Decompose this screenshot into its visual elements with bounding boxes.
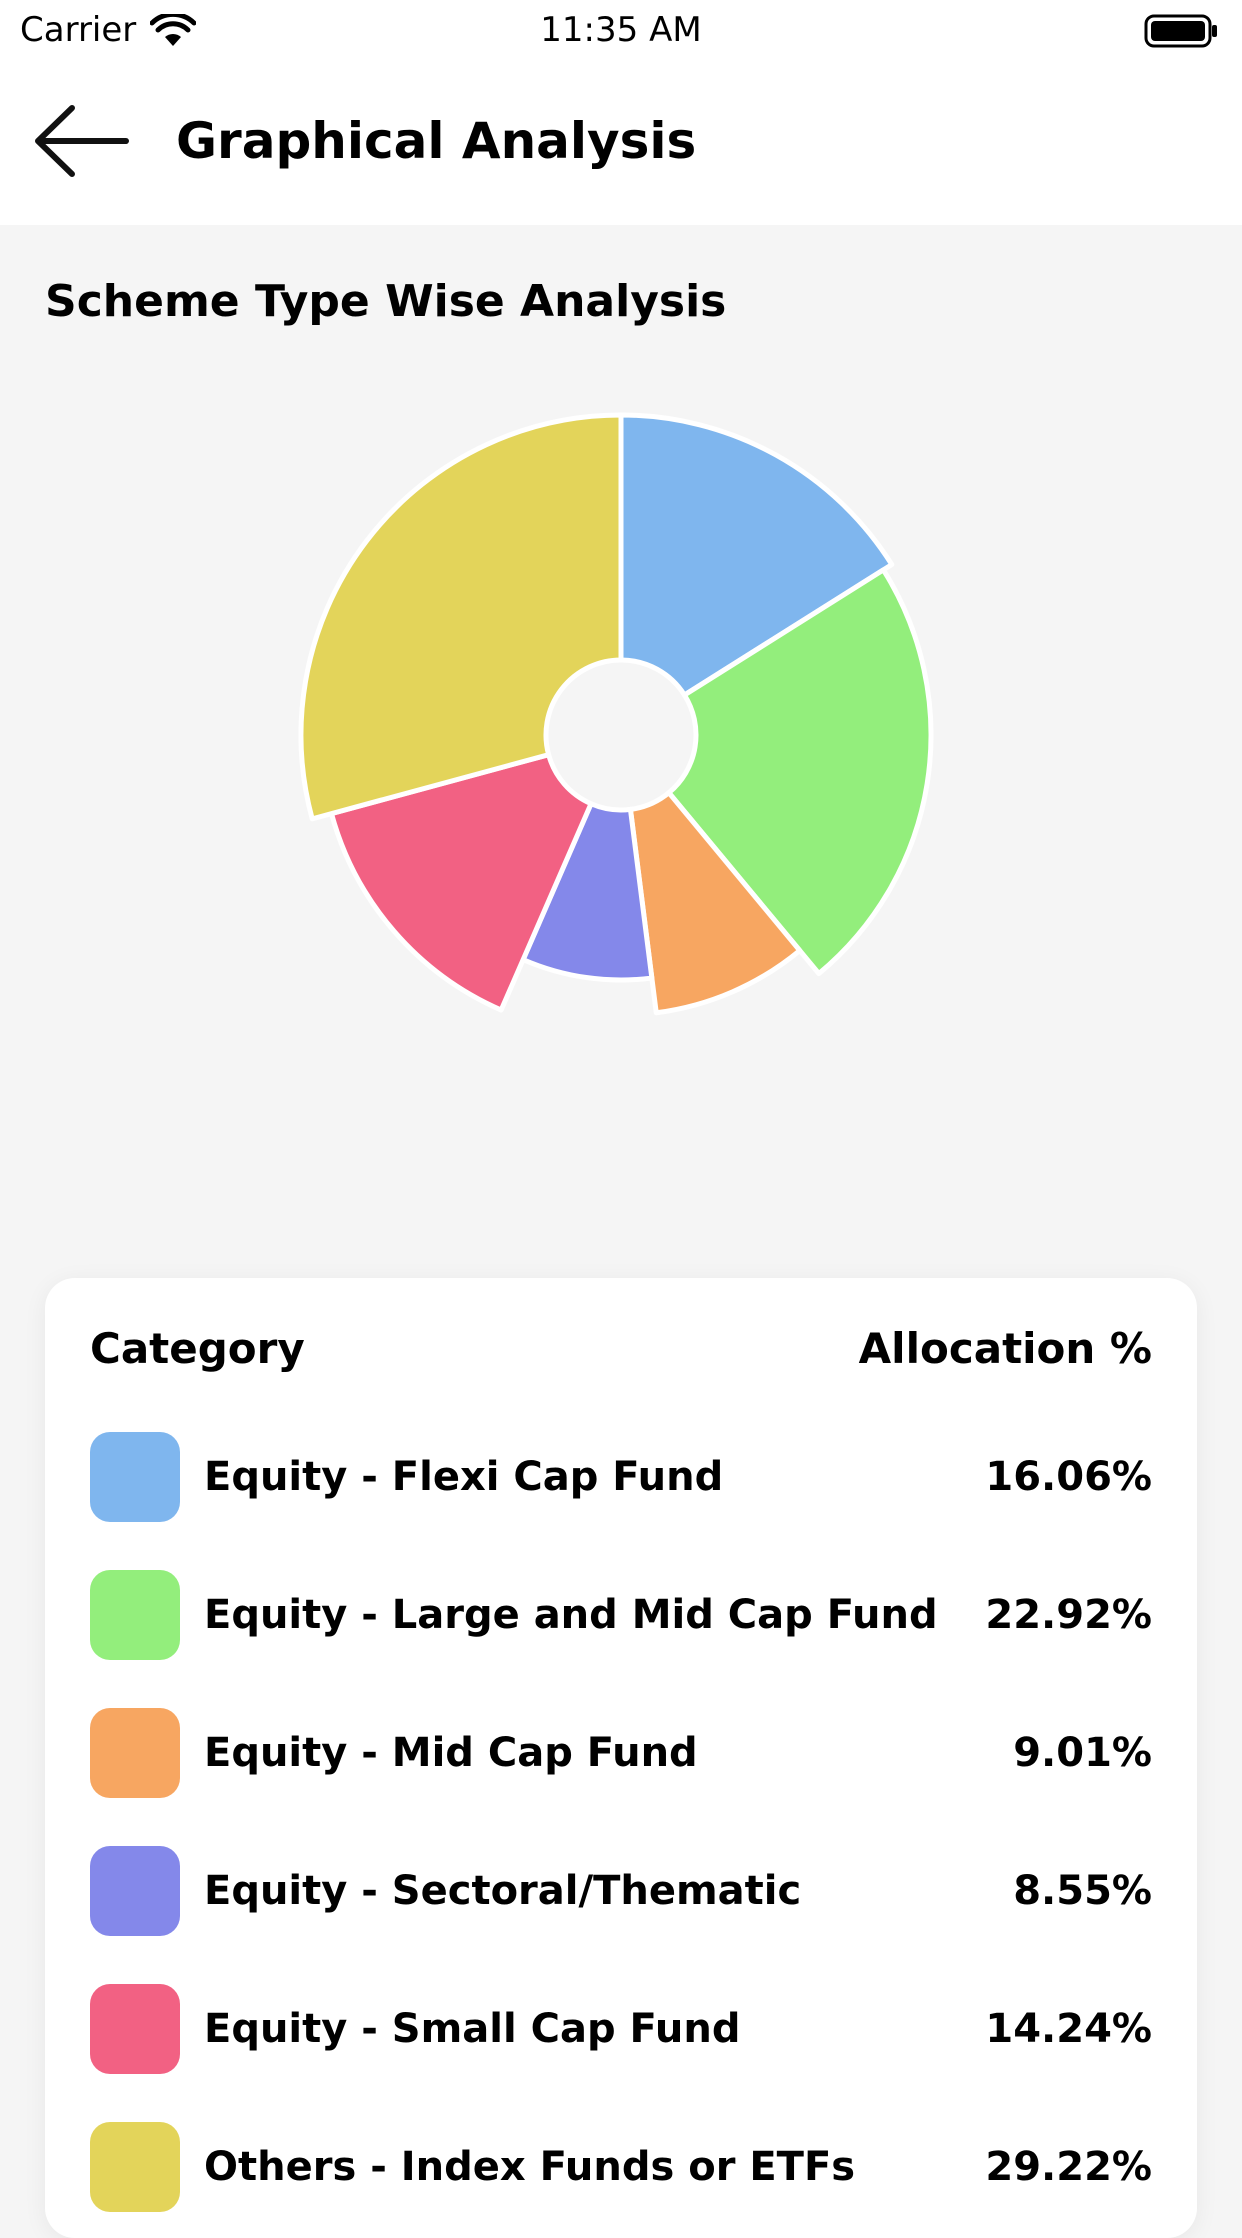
legend-swatch (90, 1984, 180, 2074)
legend-row: Others - Index Funds or ETFs 29.22% (90, 2122, 1152, 2214)
legend-value: 16.06% (985, 1454, 1152, 1500)
carrier-label: Carrier (20, 10, 137, 50)
legend-swatch (90, 1708, 180, 1798)
battery-icon (1144, 14, 1217, 48)
wifi-icon (150, 14, 196, 46)
legend-label: Equity - Large and Mid Cap Fund (204, 1592, 938, 1638)
arrow-left-icon[interactable] (32, 102, 130, 180)
legend-swatch (90, 2122, 180, 2212)
legend-header-allocation: Allocation % (858, 1324, 1152, 1373)
legend-row: Equity - Large and Mid Cap Fund 22.92% (90, 1570, 1152, 1662)
legend-header-category: Category (90, 1324, 305, 1373)
legend-label: Equity - Small Cap Fund (204, 2006, 741, 2052)
legend-header: Category Allocation % (90, 1324, 1152, 1384)
legend-value: 29.22% (985, 2144, 1152, 2190)
legend-row: Equity - Mid Cap Fund 9.01% (90, 1708, 1152, 1800)
donut-slice (520, 801, 655, 983)
legend-label: Equity - Flexi Cap Fund (204, 1454, 724, 1500)
legend-swatch (90, 1432, 180, 1522)
donut-slice (627, 790, 803, 1016)
legend-value: 8.55% (1013, 1868, 1152, 1914)
legend-swatch (90, 1570, 180, 1660)
donut-slice (618, 412, 895, 698)
legend-row: Equity - Flexi Cap Fund 16.06% (90, 1432, 1152, 1524)
section-title: Scheme Type Wise Analysis (45, 276, 727, 327)
legend-value: 22.92% (985, 1592, 1152, 1638)
legend-value: 14.24% (985, 2006, 1152, 2052)
legend-row: Equity - Sectoral/Thematic 8.55% (90, 1846, 1152, 1938)
legend-card: Category Allocation % Equity - Flexi Cap… (45, 1278, 1197, 2238)
legend-label: Equity - Mid Cap Fund (204, 1730, 698, 1776)
legend-swatch (90, 1846, 180, 1936)
legend-label: Equity - Sectoral/Thematic (204, 1868, 802, 1914)
legend-value: 9.01% (1013, 1730, 1152, 1776)
legend-label: Others - Index Funds or ETFs (204, 2144, 856, 2190)
donut-chart (298, 412, 934, 1016)
donut-slice (298, 412, 624, 822)
legend-row: Equity - Small Cap Fund 14.24% (90, 1984, 1152, 2076)
donut-slice (666, 567, 934, 977)
status-bar: Carrier 11:35 AM (0, 0, 1242, 62)
page-title: Graphical Analysis (176, 112, 697, 170)
donut-slice (328, 752, 594, 1013)
status-time: 11:35 AM (540, 10, 702, 50)
nav-bar: Graphical Analysis (0, 62, 1242, 225)
